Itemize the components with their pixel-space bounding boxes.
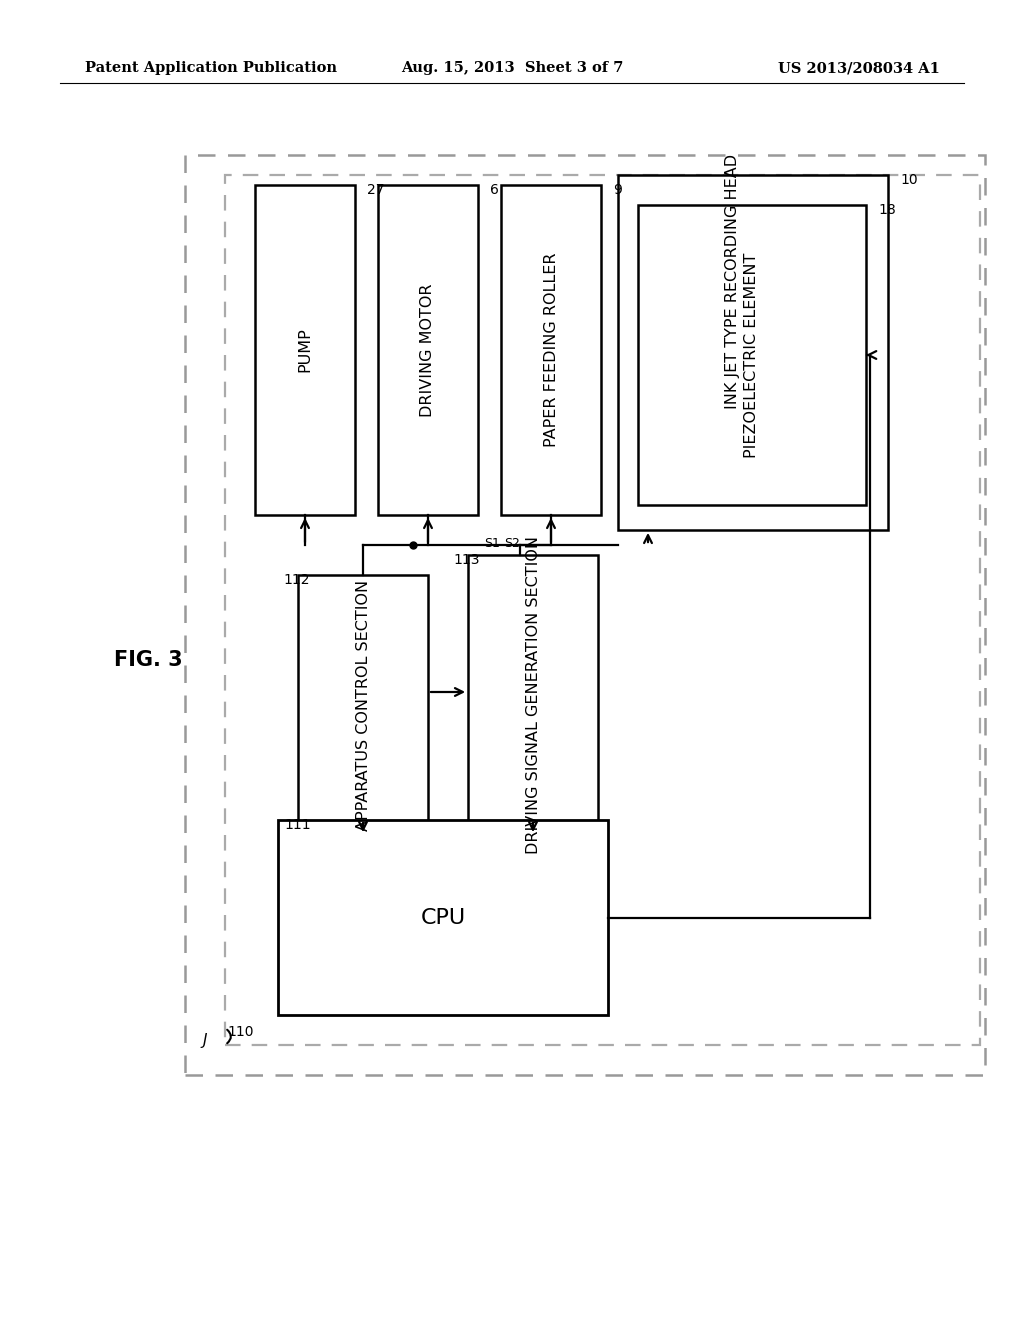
Text: 9: 9	[613, 183, 622, 197]
Text: CPU: CPU	[421, 908, 466, 928]
Text: PUMP: PUMP	[298, 327, 312, 372]
Text: 112: 112	[283, 573, 309, 587]
Text: 27: 27	[367, 183, 384, 197]
Bar	[298, 576, 428, 836]
Text: 18: 18	[878, 203, 896, 216]
Bar	[225, 176, 980, 1045]
Text: INK JET TYPE RECORDING HEAD: INK JET TYPE RECORDING HEAD	[725, 154, 740, 409]
Bar	[255, 185, 355, 515]
Bar	[468, 554, 598, 836]
Text: APPARATUS CONTROL SECTION: APPARATUS CONTROL SECTION	[355, 579, 371, 830]
Bar	[501, 185, 601, 515]
Bar	[278, 820, 608, 1015]
Text: 6: 6	[490, 183, 499, 197]
Text: 110: 110	[227, 1026, 254, 1039]
Text: 113: 113	[453, 553, 479, 568]
Bar	[378, 185, 478, 515]
Text: S1: S1	[484, 537, 500, 550]
Bar	[185, 154, 985, 1074]
Text: DRIVING SIGNAL GENERATION SECTION: DRIVING SIGNAL GENERATION SECTION	[525, 536, 541, 854]
Text: PAPER FEEDING ROLLER: PAPER FEEDING ROLLER	[544, 252, 558, 447]
Text: J: J	[203, 1034, 207, 1048]
Text: Patent Application Publication: Patent Application Publication	[85, 61, 337, 75]
Text: US 2013/208034 A1: US 2013/208034 A1	[778, 61, 940, 75]
Text: Aug. 15, 2013  Sheet 3 of 7: Aug. 15, 2013 Sheet 3 of 7	[400, 61, 624, 75]
Text: 111: 111	[284, 818, 310, 832]
Text: S2: S2	[504, 537, 520, 550]
Text: FIG. 3: FIG. 3	[114, 649, 182, 671]
Text: 10: 10	[900, 173, 918, 187]
Bar	[638, 205, 866, 506]
Bar	[618, 176, 888, 531]
Text: DRIVING MOTOR: DRIVING MOTOR	[421, 284, 435, 417]
Text: PIEZOELECTRIC ELEMENT: PIEZOELECTRIC ELEMENT	[744, 252, 760, 458]
